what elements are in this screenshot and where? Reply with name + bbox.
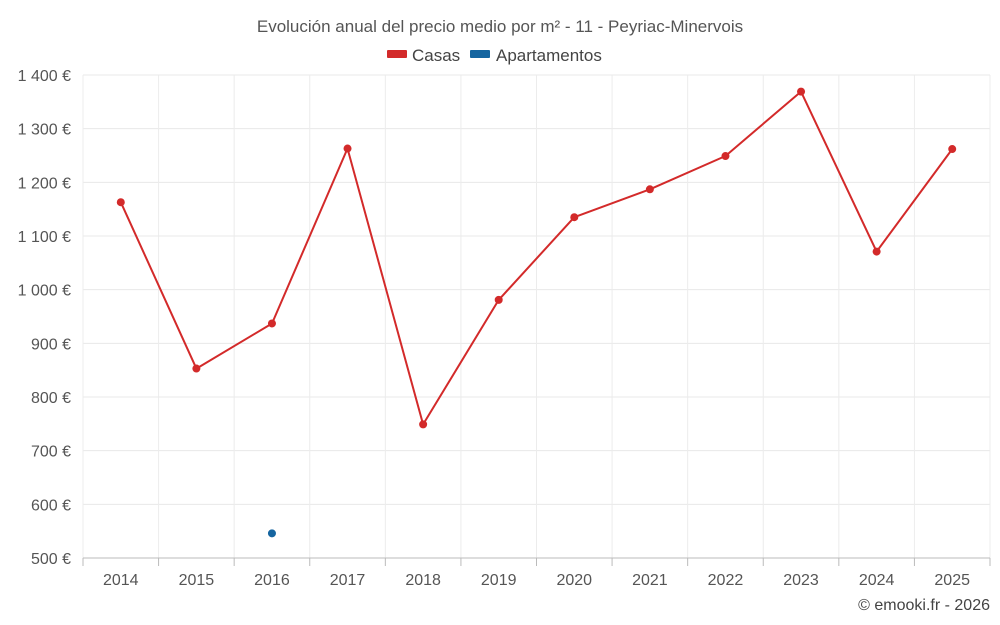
data-point-casas-2019[interactable] [494,295,503,304]
credit-text: © emooki.fr - 2026 [858,597,990,614]
x-tick-label: 2023 [783,572,819,589]
x-axis: 2014 2015 2016 2017 2018 2019 2020 2021 2022 2023… [82,557,991,589]
x-tick-label: 2021 [632,572,668,589]
data-point-apartamentos-2016[interactable] [267,529,276,538]
x-tick-label: 2018 [405,572,441,589]
x-tick-label: 2025 [934,572,970,589]
y-tick-label: 1 400 € [18,68,71,85]
legend-item-apartamentos[interactable]: Apartamentos [470,46,602,65]
data-point-casas-2015[interactable] [192,364,201,373]
data-point-casas-2023[interactable] [797,87,806,96]
y-tick-label: 1 100 € [18,229,71,246]
data-point-casas-2016[interactable] [267,319,276,328]
legend-swatch-casas [387,50,407,58]
y-tick-label: 1 200 € [18,175,71,192]
y-tick-label: 600 € [31,497,71,514]
legend-label-apartamentos: Apartamentos [496,46,602,65]
grid [82,74,991,558]
legend-item-casas[interactable]: Casas [387,46,460,65]
x-tick-label: 2015 [179,572,215,589]
series-line-casas [119,90,954,426]
legend-label-casas: Casas [412,46,460,65]
series-layer [116,87,957,538]
data-point-casas-2020[interactable] [570,213,579,222]
y-tick-label: 700 € [31,444,71,461]
x-tick-label: 2020 [556,572,592,589]
data-point-casas-2024[interactable] [872,247,881,256]
x-tick-label: 2016 [254,572,290,589]
y-axis: 500 € 600 € 700 € 800 € 900 € 1 000 € 1 100 € 1… [18,68,71,568]
x-tick-label: 2019 [481,572,517,589]
legend-swatch-apartamentos [470,50,490,58]
data-point-casas-2025[interactable] [948,145,957,154]
data-point-casas-2022[interactable] [721,152,730,161]
data-point-casas-2014[interactable] [116,198,125,207]
data-point-casas-2021[interactable] [645,185,654,194]
x-tick-label: 2017 [330,572,366,589]
y-tick-label: 900 € [31,336,71,353]
legend: Casas Apartamentos [387,46,602,65]
x-tick-label: 2022 [708,572,744,589]
y-tick-label: 500 € [31,551,71,568]
data-point-casas-2018[interactable] [419,420,428,429]
y-tick-label: 1 000 € [18,283,71,300]
chart-title: Evolución anual del precio medio por m² … [257,17,743,36]
y-tick-label: 1 300 € [18,122,71,139]
x-tick-label: 2014 [103,572,139,589]
x-tick-label: 2024 [859,572,895,589]
y-tick-label: 800 € [31,390,71,407]
data-point-casas-2017[interactable] [343,144,352,153]
